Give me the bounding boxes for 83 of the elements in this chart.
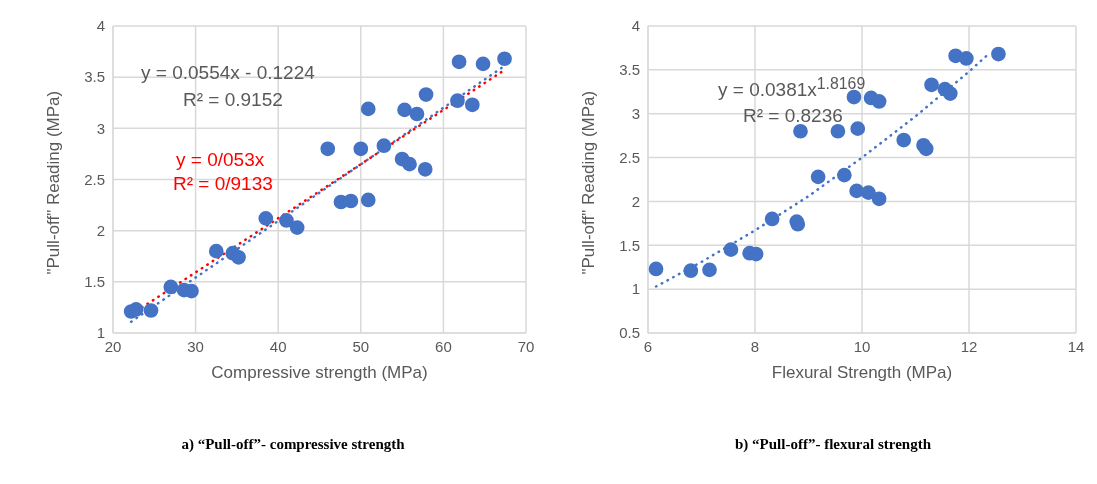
y-tick-label: 3 [631,105,640,123]
x-axis-title: Flexural Strength (MPa) [771,363,953,382]
x-tick-label: 70 [517,337,535,355]
y-tick-label: 2 [96,221,105,239]
point [918,141,934,157]
point [861,185,876,200]
point [279,213,294,228]
point [143,303,159,318]
point [289,220,305,235]
text: a) “Pull-off”- compressive strength [180,436,406,453]
text: b) “Pull-off”- flexural strength [734,436,932,453]
point [723,242,739,258]
point [450,93,465,109]
point [353,141,369,157]
point [846,89,862,105]
y-tick-label: 0.5 [619,324,640,342]
point [497,51,512,67]
x-tick-label: 30 [187,337,204,355]
point [360,101,376,117]
x-tick-label: 10 [853,337,871,355]
annotation: R² = 0.9152 [183,89,283,110]
point [958,51,974,66]
point [830,123,846,139]
point [409,106,425,122]
x-tick-label: 12 [960,337,978,355]
point [648,261,664,277]
y-tick-label: 1.5 [84,273,105,291]
point [764,211,780,227]
point [128,302,144,317]
y-tick-label: 2.5 [84,170,105,188]
x-axis-title: Compressive strength (MPa) [211,363,428,382]
point [402,156,417,172]
point [871,191,887,207]
y-tick-label: 3.5 [84,68,105,86]
annotation: y = 0.0381x$^{1.8169}$ [718,75,866,101]
point [320,141,336,157]
point [850,121,866,136]
y-tick-label: 4 [96,17,105,35]
point [924,77,939,93]
point [376,138,392,154]
annotation: R² = 0/9133 [173,173,273,194]
point [343,193,359,209]
annotation: R² = 0.8236 [743,105,843,126]
point [360,192,376,208]
point [397,102,412,118]
point [793,123,808,139]
x-tick-label: 14 [1067,337,1085,355]
point [942,86,958,101]
point [417,161,433,177]
point [231,249,246,265]
point [683,263,699,279]
point [896,132,912,148]
y-axis-title: "Pull-off" Reading (MPa) [44,90,64,275]
y-axis-title: "Pull-off" Reading (MPa) [579,90,599,275]
point [991,46,1006,62]
point [810,169,826,185]
point [871,94,887,109]
annotation: y = 0.0554x - 0.1224 [141,62,315,83]
y-tick-label: 1 [631,280,640,298]
y-tick-label: 1 [96,324,105,342]
annotation: y = 0/053x [176,149,265,170]
point [258,211,274,226]
point [451,54,467,70]
x-tick-label: 20 [104,337,122,355]
x-tick-label: 6 [643,337,653,355]
y-tick-label: 1.5 [619,236,640,254]
point [184,283,199,299]
point [418,87,434,102]
point [163,279,179,295]
point [464,97,480,113]
x-tick-label: 60 [435,337,452,355]
x-tick-label: 50 [352,337,370,355]
y-tick-label: 3.5 [619,61,640,79]
y-tick-label: 2.5 [619,148,640,166]
y-tick-label: 3 [96,119,105,137]
point [702,262,717,278]
point [836,167,852,183]
point [208,243,224,259]
y-tick-label: 2 [631,192,640,210]
point [475,56,491,72]
y-tick-label: 4 [631,17,640,35]
x-tick-label: 8 [750,337,760,355]
x-tick-label: 40 [269,337,287,355]
